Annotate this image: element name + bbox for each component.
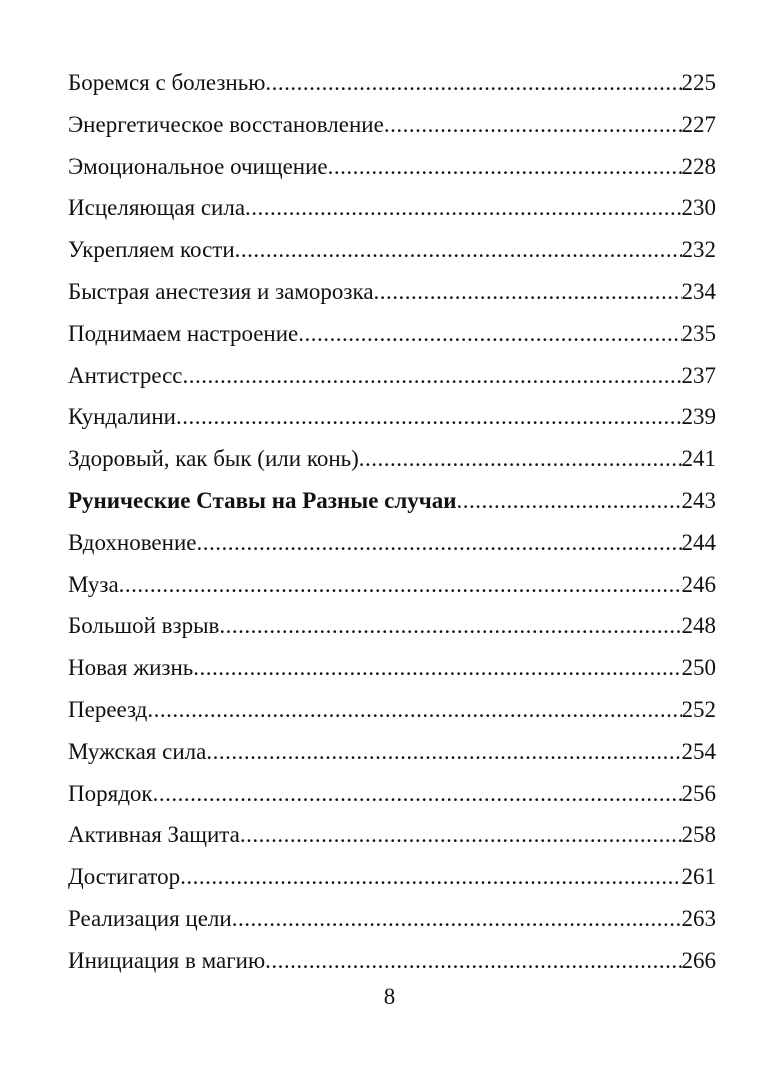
toc-entry-title: Инициация в магию xyxy=(68,947,266,973)
dot-leader xyxy=(206,731,681,773)
toc-entry-title: Эмоциональное очищение xyxy=(68,153,328,179)
toc-entry-title: Кундалини xyxy=(68,404,176,430)
toc-entry-page: 248 xyxy=(681,613,717,639)
toc-entry-page: 266 xyxy=(681,947,717,973)
toc-entry-page: 263 xyxy=(681,905,717,931)
toc-entry-page: 256 xyxy=(681,780,717,806)
dot-leader xyxy=(235,229,682,271)
dot-leader xyxy=(183,355,682,397)
toc-entry[interactable]: Мужская сила 254 xyxy=(68,731,716,773)
toc-entry-page: 227 xyxy=(681,111,717,137)
toc-entry-page: 252 xyxy=(681,696,717,722)
dot-leader xyxy=(265,62,681,104)
toc-section-heading[interactable]: Рунические Ставы на Разные случаи 243 xyxy=(68,480,716,522)
toc-entry-title: Вдохновение xyxy=(68,529,197,555)
toc-entry[interactable]: Антистресс 237 xyxy=(68,355,716,397)
toc-entry[interactable]: Новая жизнь 250 xyxy=(68,647,716,689)
toc-entry[interactable]: Достигатор 261 xyxy=(68,856,716,898)
toc-entry-title: Муза xyxy=(68,571,119,597)
toc-entry-title: Поднимаем настроение xyxy=(68,320,299,346)
toc-entry-page: 241 xyxy=(681,446,717,472)
dot-leader xyxy=(180,856,681,898)
dot-leader xyxy=(374,271,682,313)
toc-entry-title: Мужская сила xyxy=(68,738,207,764)
toc-entry-title: Активная Защита xyxy=(68,822,240,848)
toc-entry-page: 239 xyxy=(681,404,717,430)
toc-entry[interactable]: Боремся с болезнью 225 xyxy=(68,62,716,104)
dot-leader xyxy=(147,689,681,731)
dot-leader xyxy=(176,396,682,438)
toc-entry[interactable]: Большой взрыв 248 xyxy=(68,605,716,647)
toc-entry-title: Антистресс xyxy=(68,362,183,388)
toc-entry[interactable]: Муза 246 xyxy=(68,564,716,606)
toc-entry-page: 234 xyxy=(681,278,717,304)
toc-entry[interactable]: Кундалини 239 xyxy=(68,396,716,438)
toc-entry-page: 228 xyxy=(681,153,717,179)
toc-entry[interactable]: Вдохновение 244 xyxy=(68,522,716,564)
toc-entry[interactable]: Здоровый, как бык (или конь) 241 xyxy=(68,438,716,480)
toc-entry-page: 243 xyxy=(681,487,717,513)
toc-entry[interactable]: Укрепляем кости 232 xyxy=(68,229,716,271)
toc-entry[interactable]: Инициация в магию 266 xyxy=(68,940,716,982)
toc-entry[interactable]: Энергетическое восстановление 227 xyxy=(68,104,716,146)
toc-entry-title: Боремся с болезнью xyxy=(68,70,266,95)
toc-entry-page: 244 xyxy=(681,529,717,555)
toc-entry-page: 232 xyxy=(681,237,717,263)
toc-entry-page: 261 xyxy=(681,864,717,890)
toc-entry-title: Исцеляющая сила xyxy=(68,195,246,221)
dot-leader xyxy=(245,187,681,229)
dot-leader xyxy=(328,146,682,188)
dot-leader xyxy=(265,940,681,982)
toc-entry[interactable]: Поднимаем настроение 235 xyxy=(68,313,716,355)
dot-leader xyxy=(119,564,682,606)
toc-entry-title: Переезд xyxy=(68,696,148,722)
toc-entry[interactable]: Переезд 252 xyxy=(68,689,716,731)
toc-entry-page: 235 xyxy=(681,320,717,346)
dot-leader xyxy=(232,898,682,940)
toc-entry-page: 250 xyxy=(681,655,717,681)
dot-leader xyxy=(457,480,682,522)
toc-entry-title: Достигатор xyxy=(68,864,181,890)
dot-leader xyxy=(219,605,681,647)
toc-entry-page: 254 xyxy=(681,738,717,764)
toc-entry[interactable]: Реализация цели 263 xyxy=(68,898,716,940)
toc-entry-title: Новая жизнь xyxy=(68,655,194,681)
toc-entry-page: 225 xyxy=(681,70,717,95)
toc-entry[interactable]: Активная Защита 258 xyxy=(68,814,716,856)
dot-leader xyxy=(193,647,681,689)
toc-entry[interactable]: Порядок 256 xyxy=(68,773,716,815)
toc-entry-title: Реализация цели xyxy=(68,905,232,931)
dot-leader xyxy=(298,313,681,355)
toc-entry-title: Большой взрыв xyxy=(68,613,220,639)
toc-entry-title: Быстрая анестезия и заморозка xyxy=(68,278,374,304)
toc-entry-title: Рунические Ставы на Разные случаи xyxy=(68,487,457,513)
dot-leader xyxy=(240,814,682,856)
toc-entry-title: Порядок xyxy=(68,780,153,806)
toc-entry[interactable]: Эмоциональное очищение 228 xyxy=(68,146,716,188)
toc-entry-title: Энергетическое восстановление xyxy=(68,111,384,137)
toc-entry[interactable]: Быстрая анестезия и заморозка 234 xyxy=(68,271,716,313)
toc-entry-title: Здоровый, как бык (или конь) xyxy=(68,446,359,472)
toc-entry[interactable]: Исцеляющая сила 230 xyxy=(68,187,716,229)
toc-entry-page: 237 xyxy=(681,362,717,388)
dot-leader xyxy=(359,438,682,480)
page-number: 8 xyxy=(383,984,396,1009)
dot-leader xyxy=(153,773,682,815)
toc-entry-page: 230 xyxy=(681,195,717,221)
table-of-contents: Боремся с болезнью 225 Энергетическое восс… xyxy=(68,62,716,982)
dot-leader xyxy=(384,104,682,146)
dot-leader xyxy=(196,522,681,564)
toc-entry-page: 246 xyxy=(681,571,717,597)
toc-entry-title: Укрепляем кости xyxy=(68,237,235,263)
toc-entry-page: 258 xyxy=(681,822,717,848)
